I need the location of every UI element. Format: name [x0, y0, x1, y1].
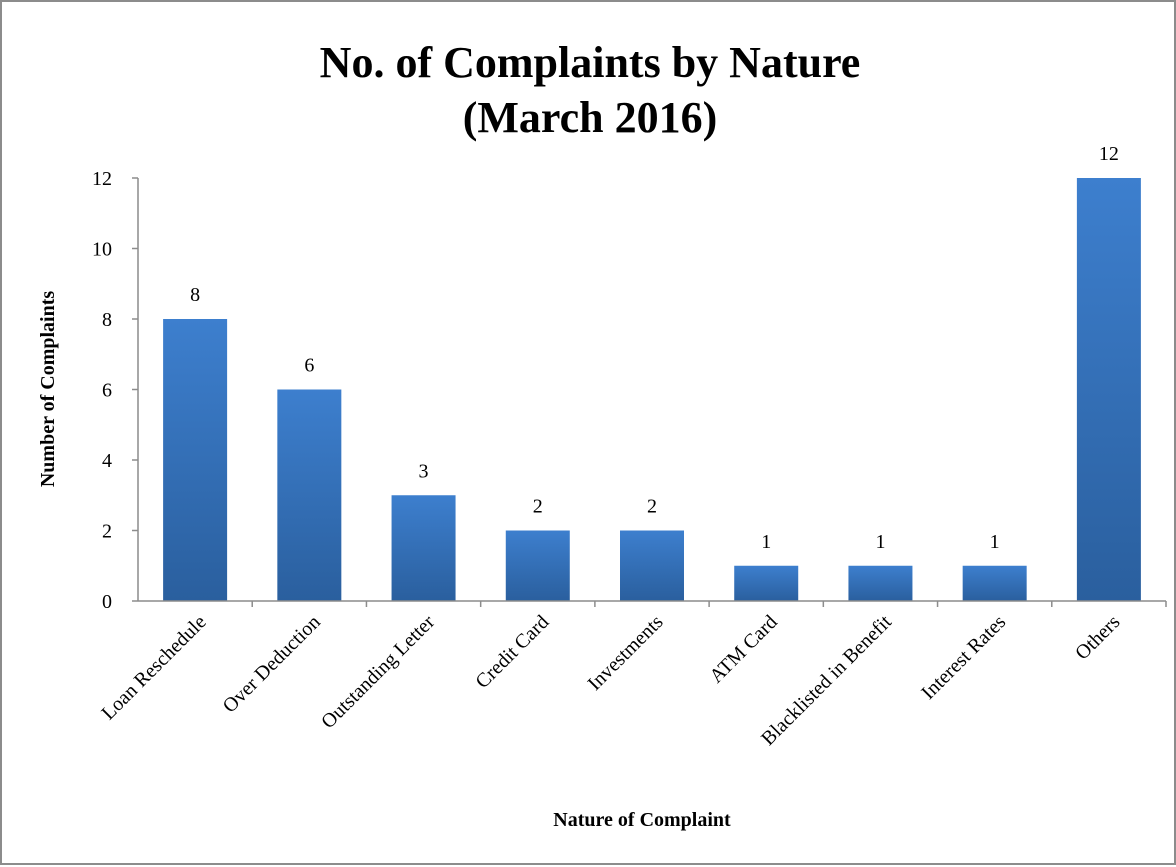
bars — [163, 178, 1141, 601]
data-label: 1 — [875, 531, 885, 553]
x-category-label: ATM Card — [705, 611, 781, 687]
bar-interest-rates — [962, 565, 1027, 601]
bar-loan-reschedule — [163, 319, 228, 601]
bar-over-deduction — [277, 389, 342, 601]
chart-title-line-2: (March 2016) — [463, 93, 718, 142]
x-category-label: Interest Rates — [917, 611, 1010, 704]
x-category-label: Outstanding Letter — [317, 611, 439, 733]
bar-outstanding-letter — [391, 495, 456, 601]
x-axis-category-labels: Loan Reschedule Over DeductionOutstanding… — [97, 601, 1167, 750]
chart-title-line-1: No. of Complaints by Nature — [320, 38, 861, 87]
bar-others — [1076, 178, 1141, 601]
bar-atm-card — [734, 565, 799, 601]
bar-blacklisted-in-benefit — [848, 565, 913, 601]
data-label: 1 — [761, 531, 771, 553]
y-tick-label: 6 — [102, 380, 112, 402]
axes — [137, 178, 1166, 602]
bar-credit-card — [505, 530, 570, 601]
x-category-label: Credit Card — [471, 611, 553, 693]
x-category-label: Blacklisted in Benefit — [757, 611, 896, 750]
y-tick-label: 10 — [92, 239, 112, 261]
data-label: 3 — [419, 460, 429, 482]
data-label: 2 — [647, 496, 657, 518]
y-axis-ticks: 0 2 4 6 8 10 12 — [92, 168, 138, 613]
data-label: 8 — [190, 284, 200, 306]
y-axis-title: Number of Complaints — [37, 291, 59, 488]
data-labels: 8 6 3 2 2 1 1 1 12 — [190, 143, 1119, 553]
x-category-label: Investments — [584, 611, 668, 695]
data-label: 12 — [1099, 143, 1119, 165]
y-tick-label: 0 — [102, 591, 112, 613]
y-tick-label: 4 — [102, 450, 112, 472]
y-tick-label: 8 — [102, 309, 112, 331]
x-category-label: Over Deduction — [219, 611, 325, 717]
data-label: 1 — [990, 531, 1000, 553]
x-axis-title: Nature of Complaint — [553, 809, 731, 831]
y-tick-label: 12 — [92, 168, 112, 190]
data-label: 2 — [533, 496, 543, 518]
y-tick-label: 2 — [102, 521, 112, 543]
bar-investments — [620, 530, 684, 601]
data-label: 6 — [304, 355, 314, 377]
x-category-label: Others — [1071, 611, 1124, 664]
x-category-label: Loan Reschedule — [97, 611, 210, 724]
